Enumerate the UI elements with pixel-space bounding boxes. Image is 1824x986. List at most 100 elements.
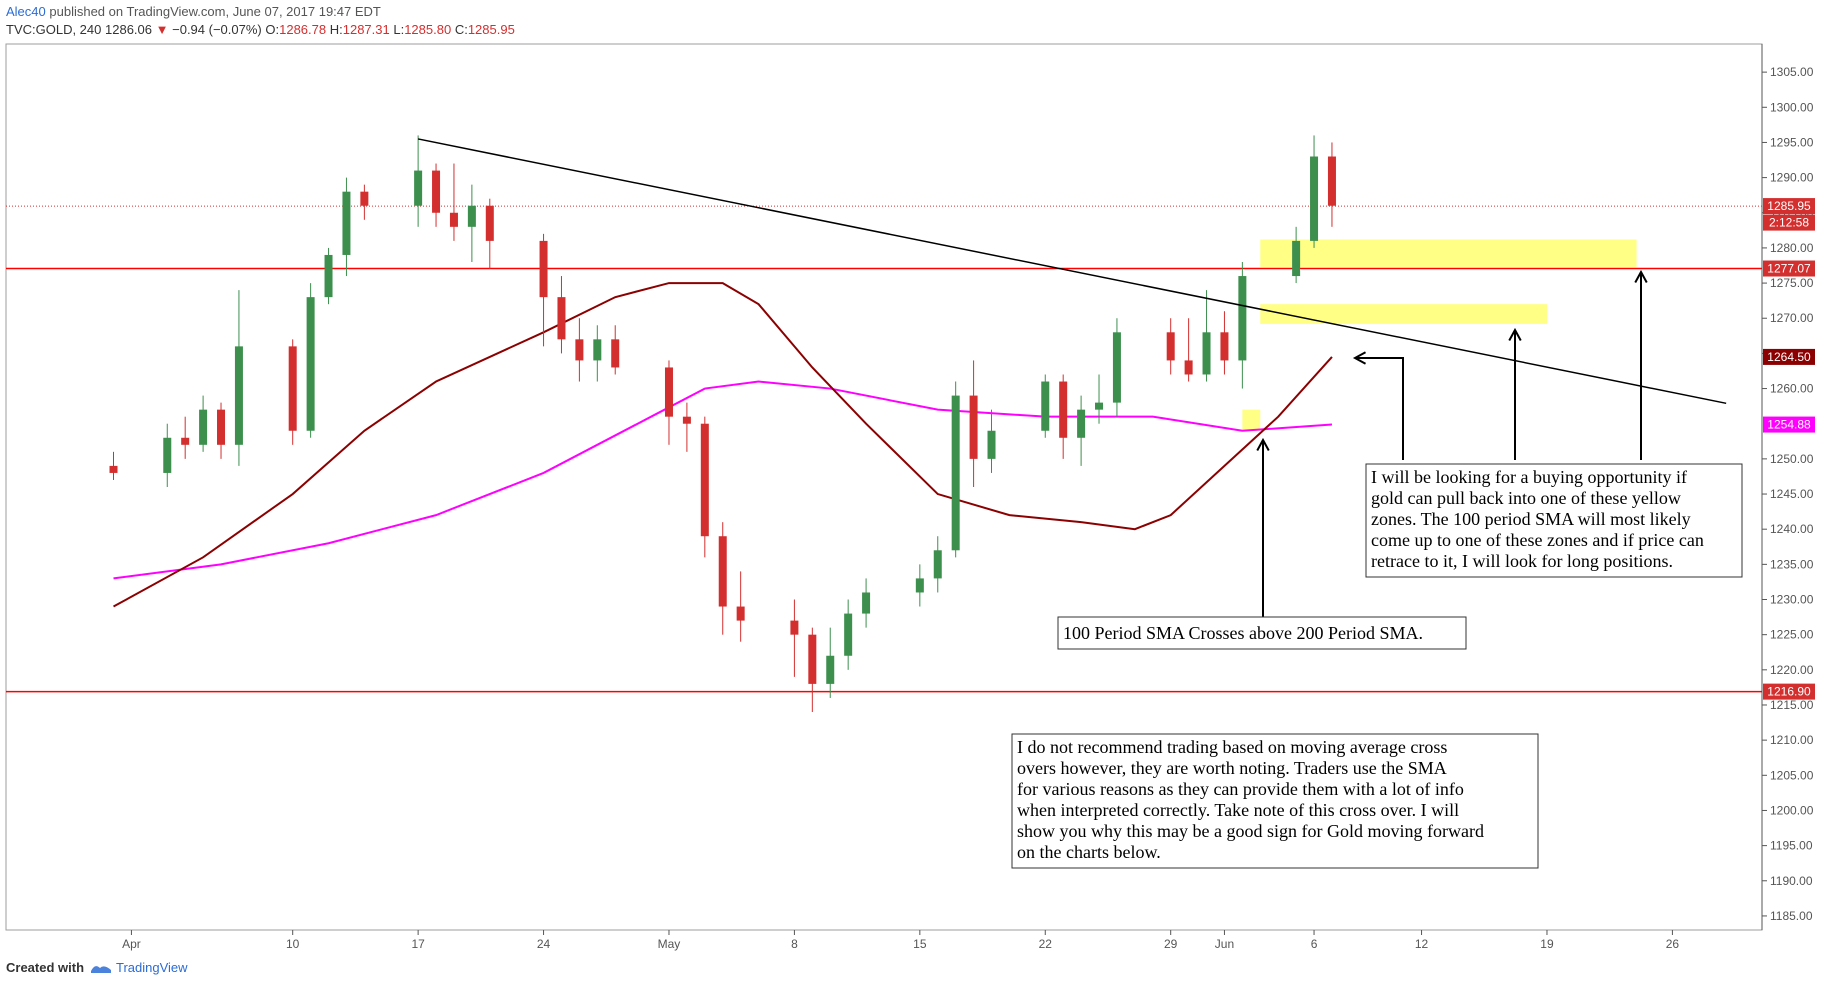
price-axis-label: 1254.88 <box>1763 416 1815 433</box>
candle <box>844 599 853 670</box>
candle <box>593 325 602 382</box>
candle <box>987 409 996 473</box>
candle <box>1202 290 1211 382</box>
candle-body <box>1292 240 1301 277</box>
candle <box>664 360 673 445</box>
x-tick-label: Apr <box>122 937 141 951</box>
close-label: C: <box>454 22 468 37</box>
candle-body <box>1238 276 1247 361</box>
open-value: 1286.78 <box>279 22 327 37</box>
candle <box>324 247 333 305</box>
candle <box>234 290 243 466</box>
candle-body <box>718 536 727 607</box>
symbol-label: TVC:GOLD, 240 <box>6 22 102 37</box>
candle-body <box>1220 332 1229 361</box>
price-label-text: 1216.90 <box>1767 685 1811 699</box>
candle <box>1292 226 1301 284</box>
candle <box>557 276 566 354</box>
x-tick-label: May <box>658 937 681 951</box>
note-box <box>1011 733 1539 869</box>
candle-body <box>414 170 423 206</box>
candle <box>933 536 942 593</box>
candle <box>1238 261 1247 389</box>
candle <box>467 184 476 262</box>
ohlc-legend: TVC:GOLD, 240 1286.06 ▼ −0.94 (−0.07%) O… <box>6 22 515 37</box>
candle-body <box>987 430 996 459</box>
arrow-shaft <box>1355 357 1404 460</box>
x-tick-label: Jun <box>1215 937 1234 951</box>
candle <box>1077 395 1086 466</box>
price-axis-label: 2:12:58 <box>1763 214 1815 231</box>
note-text-line: overs however, they are worth noting. Tr… <box>1017 758 1447 778</box>
y-tick-label: 1305.00 <box>1770 65 1814 79</box>
tradingview-logo-icon <box>91 965 112 973</box>
x-tick-label: 29 <box>1164 937 1178 951</box>
arrow-head <box>1634 269 1648 284</box>
x-tick-label: 22 <box>1039 937 1053 951</box>
note-text-line: when interpreted correctly. Take note of… <box>1017 800 1459 820</box>
price-label-text: 1277.07 <box>1767 262 1811 276</box>
price-axis-label: 1277.07 <box>1763 260 1815 277</box>
x-tick-label: 6 <box>1311 937 1318 951</box>
arrow-head <box>1352 351 1367 365</box>
candle <box>217 402 226 459</box>
high-value: 1287.31 <box>342 22 390 37</box>
candle <box>306 283 315 438</box>
candle-body <box>360 191 369 206</box>
x-tick-label: 10 <box>286 937 300 951</box>
candle-body <box>844 613 853 656</box>
y-tick-label: 1210.00 <box>1770 733 1814 747</box>
high-label: H: <box>329 22 343 37</box>
candle-body <box>539 240 548 298</box>
x-tick-label: 8 <box>791 937 798 951</box>
candle-body <box>915 578 924 593</box>
candle <box>539 233 548 347</box>
sma100-line <box>113 282 1333 608</box>
candle <box>288 339 297 445</box>
candle <box>790 599 799 677</box>
candle <box>736 571 745 642</box>
cross-note: 100 Period SMA Crosses above 200 Period … <box>1057 616 1467 650</box>
y-tick-label: 1230.00 <box>1770 593 1814 607</box>
candle-body <box>682 416 691 424</box>
candle-body <box>485 205 494 241</box>
cross-over-note: I do not recommend trading based on movi… <box>1011 733 1539 869</box>
candle <box>862 578 871 628</box>
author-link[interactable]: Alec40 <box>6 4 46 19</box>
candle <box>1220 311 1229 375</box>
candle-body <box>1310 156 1319 241</box>
candle-body <box>324 254 333 298</box>
x-tick-label: 12 <box>1415 937 1429 951</box>
created-with-label: Created with <box>6 960 85 975</box>
candle-body <box>306 297 315 431</box>
price-axis-label: 1216.90 <box>1763 683 1815 700</box>
price-label-text: 1254.88 <box>1767 418 1811 432</box>
yellow-zone <box>1260 239 1637 267</box>
candle-body <box>217 409 226 445</box>
candle-body <box>575 339 584 361</box>
note-box <box>1365 463 1743 578</box>
candle <box>1184 318 1193 382</box>
candle-body <box>109 465 118 473</box>
x-tick-label: 19 <box>1540 937 1554 951</box>
candle-body <box>163 437 172 473</box>
candle-body <box>951 395 960 551</box>
candle-body <box>1327 156 1336 206</box>
note-text-line: on the charts below. <box>1017 842 1161 862</box>
candle <box>181 416 190 459</box>
y-tick-label: 1235.00 <box>1770 557 1814 571</box>
tradingview-link[interactable]: TradingView <box>90 960 188 975</box>
y-tick-label: 1290.00 <box>1770 171 1814 185</box>
y-tick-label: 1190.00 <box>1770 874 1813 888</box>
note-text-line: 100 Period SMA Crosses above 200 Period … <box>1063 623 1423 643</box>
down-arrow-icon: ▼ <box>155 22 169 37</box>
candle-body <box>181 437 190 445</box>
candle-body <box>933 550 942 579</box>
candle-body <box>199 409 208 445</box>
candle <box>682 402 691 452</box>
note-text-line: I do not recommend trading based on movi… <box>1017 737 1447 757</box>
candle <box>342 177 351 277</box>
buy-note: I will be looking for a buying opportuni… <box>1365 463 1743 578</box>
note-box <box>1057 616 1467 650</box>
